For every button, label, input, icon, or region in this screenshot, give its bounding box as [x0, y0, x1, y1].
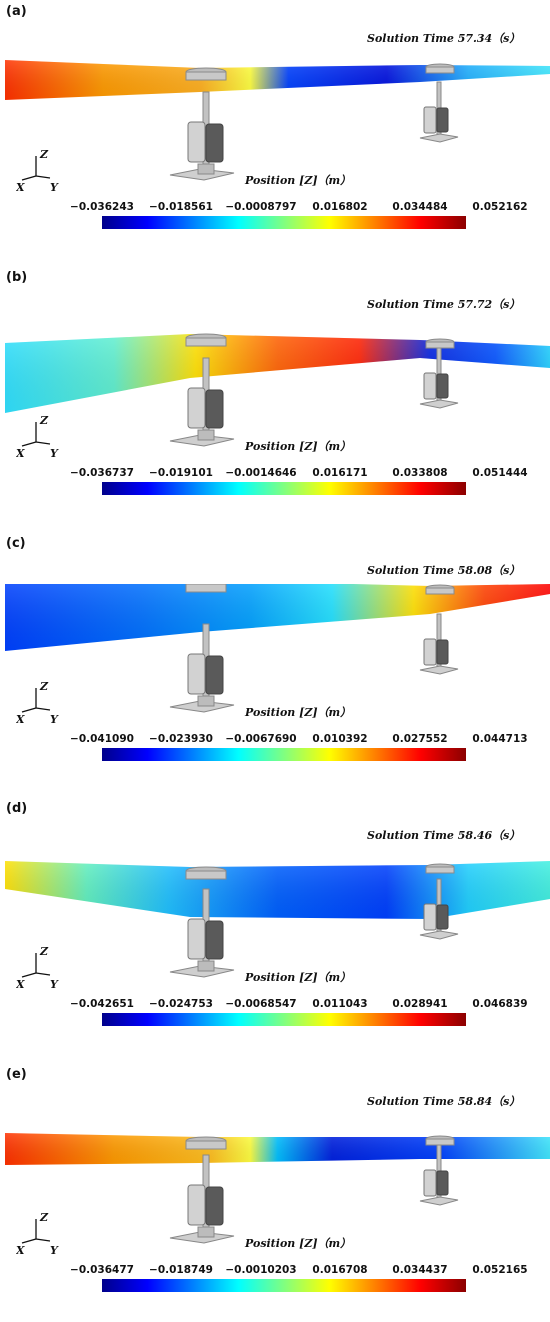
axis-y-label: Y — [50, 181, 59, 192]
right-impeller — [419, 863, 459, 940]
axis-x-label: X — [16, 181, 25, 192]
colorbar-tick-label: −0.018561 — [149, 201, 213, 213]
axis-x-label: X — [16, 1244, 25, 1255]
left-impeller — [169, 1136, 235, 1244]
colorbar-tick-label: 0.016171 — [312, 467, 368, 479]
colorbar-tick-label: −0.036737 — [70, 467, 134, 479]
colorbar-tick-label: −0.018749 — [149, 1264, 213, 1276]
colorbar-tick-label: −0.0068547 — [225, 998, 297, 1010]
axis-x-label: X — [16, 978, 25, 989]
colorbar-ticks: −0.041090 −0.023930 −0.0067690 0.010392 0.02… — [70, 733, 528, 747]
panel-d: (d) Solution Time 58.46（s） Z X Y Position [Z]… — [0, 797, 550, 1056]
colorbar-tick-label: 0.052165 — [472, 1264, 528, 1276]
colorbar-tick-label: −0.036477 — [70, 1264, 134, 1276]
panel-label: (e) — [6, 1067, 27, 1082]
panel-label: (a) — [6, 4, 27, 19]
colorbar-tick-label: −0.0014646 — [225, 467, 297, 479]
panel-e: (e) Solution Time 58.84（s） Z X Y Position [Z]… — [0, 1063, 550, 1322]
colorbar-tick-label: −0.0067690 — [225, 733, 297, 745]
panel-b: (b) Solution Time 57.72（s） Z X Y Position [Z]… — [0, 266, 550, 525]
colorbar-tick-label: −0.0008797 — [225, 201, 297, 213]
colorbar-ticks: −0.036243 −0.018561 −0.0008797 0.016802 0.03… — [70, 201, 528, 215]
colorbar-tick-label: −0.019101 — [149, 467, 213, 479]
right-impeller — [419, 63, 459, 143]
tank-surface-render — [5, 861, 550, 978]
solution-time: Solution Time 57.34（s） — [367, 32, 521, 45]
solution-time: Solution Time 58.08（s） — [367, 564, 521, 577]
panel-c: (c) Solution Time 58.08（s） Z X Y Position [Z]… — [0, 532, 550, 791]
colorbar-tick-label: 0.034437 — [392, 1264, 448, 1276]
axis-y-label: Y — [50, 1244, 59, 1255]
colorbar-title: Position [Z]（m） — [245, 1237, 352, 1250]
colorbar-tick-label: 0.052162 — [472, 201, 528, 213]
colorbar-tick-label: 0.011043 — [312, 998, 368, 1010]
colorbar-tick-label: 0.033808 — [392, 467, 448, 479]
axes-triad: Z X Y — [16, 1211, 59, 1255]
solution-time: Solution Time 57.72（s） — [367, 298, 521, 311]
axes-triad: Z X Y — [16, 148, 59, 192]
left-impeller — [169, 584, 235, 713]
colorbar-ticks: −0.042651 −0.024753 −0.0068547 0.011043 0.02… — [70, 998, 528, 1012]
axes-triad: Z X Y — [16, 414, 59, 458]
right-impeller — [419, 338, 459, 409]
axis-z-label: Z — [39, 680, 49, 693]
tank-surface-render — [5, 1133, 550, 1244]
colorbar-tick-label: 0.028941 — [392, 998, 448, 1010]
left-impeller — [169, 333, 235, 447]
panel-label: (d) — [6, 801, 28, 816]
solution-time: Solution Time 58.46（s） — [367, 829, 521, 842]
colorbar-tick-label: −0.042651 — [70, 998, 134, 1010]
right-impeller — [419, 584, 459, 675]
colorbar-tick-label: −0.036243 — [70, 201, 134, 213]
colorbar-tick-label: 0.046839 — [472, 998, 528, 1010]
colorbar-tick-label: 0.027552 — [392, 733, 448, 745]
panel-label: (c) — [6, 536, 26, 551]
colorbar-tick-label: −0.0010203 — [225, 1264, 297, 1276]
colorbar — [102, 216, 466, 229]
colorbar-title: Position [Z]（m） — [245, 706, 352, 719]
colorbar-tick-label: 0.016802 — [312, 201, 368, 213]
colorbar-title: Position [Z]（m） — [245, 440, 352, 453]
solution-time: Solution Time 58.84（s） — [367, 1095, 521, 1108]
colorbar-ticks: −0.036477 −0.018749 −0.0010203 0.016708 0.03… — [70, 1264, 528, 1278]
colorbar-tick-label: 0.051444 — [472, 467, 528, 479]
colorbar-tick-label: −0.023930 — [149, 733, 213, 745]
panel-label: (b) — [6, 270, 28, 285]
colorbar-tick-label: 0.016708 — [312, 1264, 368, 1276]
axis-z-label: Z — [39, 414, 49, 427]
right-impeller — [419, 1135, 459, 1206]
colorbar-title: Position [Z]（m） — [245, 174, 352, 187]
tank-surface-render — [5, 60, 550, 181]
axis-y-label: Y — [50, 713, 59, 724]
colorbar-tick-label: −0.024753 — [149, 998, 213, 1010]
colorbar — [102, 748, 466, 761]
axis-z-label: Z — [39, 148, 49, 161]
axis-y-label: Y — [50, 447, 59, 458]
colorbar-tick-label: 0.034484 — [392, 201, 448, 213]
tank-surface-render — [5, 333, 550, 447]
colorbar-tick-label: −0.041090 — [70, 733, 134, 745]
axis-x-label: X — [16, 713, 25, 724]
axis-z-label: Z — [39, 945, 49, 958]
colorbar — [102, 482, 466, 495]
colorbar-tick-label: 0.010392 — [312, 733, 368, 745]
tank-surface-render — [5, 584, 550, 713]
panel-a: (a) Solution Time 57.34（s） Z X Y Position [Z]… — [0, 0, 550, 259]
colorbar-tick-label: 0.044713 — [472, 733, 528, 745]
colorbar — [102, 1279, 466, 1292]
axes-triad: Z X Y — [16, 680, 59, 724]
axis-z-label: Z — [39, 1211, 49, 1224]
colorbar-title: Position [Z]（m） — [245, 971, 352, 984]
left-impeller — [169, 866, 235, 978]
axis-x-label: X — [16, 447, 25, 458]
axes-triad: Z X Y — [16, 945, 59, 989]
colorbar — [102, 1013, 466, 1026]
colorbar-ticks: −0.036737 −0.019101 −0.0014646 0.016171 0.03… — [70, 467, 528, 481]
axis-y-label: Y — [50, 978, 59, 989]
left-impeller — [169, 67, 235, 181]
